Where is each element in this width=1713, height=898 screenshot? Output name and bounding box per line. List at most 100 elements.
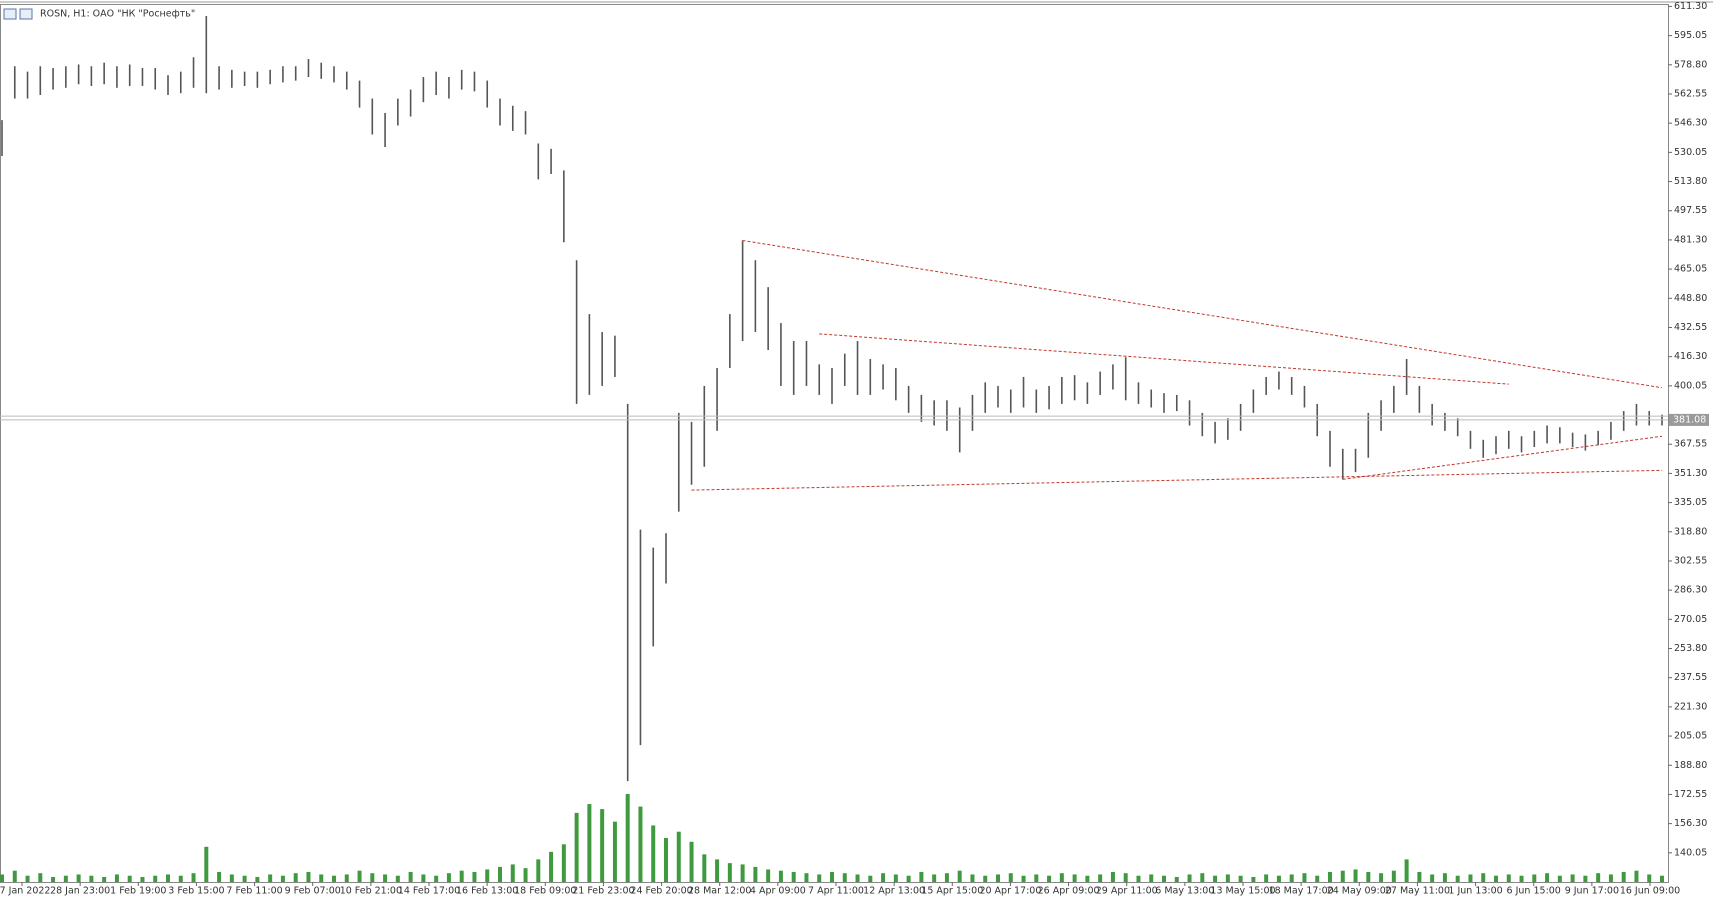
- volume-bar: [25, 875, 30, 882]
- volume-bar: [715, 859, 720, 882]
- x-tick-label: 1 Feb 19:00: [110, 886, 166, 897]
- x-tick-label: 1 Jun 13:00: [1448, 886, 1502, 897]
- volume-bar: [472, 871, 477, 882]
- y-tick-label: 237.55: [1674, 672, 1707, 683]
- y-tick-label: 432.55: [1674, 322, 1707, 333]
- volume-bar: [242, 875, 247, 882]
- volume-bar: [1289, 874, 1294, 882]
- volume-bar: [600, 809, 605, 882]
- volume-bar: [204, 846, 209, 882]
- volume-bar: [1213, 875, 1218, 882]
- y-tick-label: 188.80: [1674, 760, 1707, 771]
- volume-bar: [625, 794, 630, 882]
- y-tick-label: 302.55: [1674, 555, 1707, 566]
- volume-bar: [1647, 874, 1652, 882]
- chart-title: ROSN, H1: ОАО "НК "Роснефть": [40, 9, 195, 20]
- volume-bar: [868, 875, 873, 882]
- volume-bar: [1404, 859, 1409, 882]
- y-tick-label: 140.05: [1674, 847, 1707, 858]
- volume-bar: [485, 869, 490, 882]
- bid-label: 381.08: [1673, 414, 1706, 425]
- x-tick-label: 29 Apr 11:00: [1096, 886, 1158, 897]
- volume-bar: [306, 871, 311, 882]
- y-tick-label: 546.30: [1674, 118, 1707, 129]
- y-tick-label: 205.05: [1674, 731, 1707, 742]
- volume-bar: [1123, 873, 1128, 882]
- volume-bar: [344, 874, 349, 882]
- volume-bar: [421, 874, 426, 882]
- volume-bar: [38, 873, 43, 882]
- volume-bar: [293, 873, 298, 882]
- x-tick-label: 12 Apr 13:00: [863, 886, 925, 897]
- volume-bar: [1200, 873, 1205, 882]
- volume-bar: [1596, 873, 1601, 882]
- volume-bar: [1251, 876, 1256, 882]
- volume-bar: [370, 873, 375, 882]
- volume-bar: [1634, 870, 1639, 882]
- y-tick-label: 318.80: [1674, 526, 1707, 537]
- y-tick-label: 497.55: [1674, 205, 1707, 216]
- volume-bar: [702, 854, 707, 882]
- volume-bar: [996, 874, 1000, 882]
- volume-bar: [651, 825, 656, 882]
- volume-bar: [804, 873, 809, 882]
- volume-bar: [178, 875, 183, 882]
- x-tick-label: 21 Feb 23:00: [572, 886, 634, 897]
- volume-bar: [523, 868, 528, 882]
- x-tick-label: 6 May 13:00: [1155, 886, 1214, 897]
- volume-bar: [1608, 874, 1613, 882]
- volume-bar: [970, 874, 975, 882]
- volume-bar: [140, 876, 145, 882]
- y-tick-label: 270.05: [1674, 614, 1707, 625]
- x-tick-label: 13 May 15:00: [1210, 886, 1275, 897]
- x-tick-label: 9 Feb 07:00: [285, 886, 341, 897]
- y-tick-label: 156.30: [1674, 818, 1707, 829]
- y-tick-label: 513.80: [1674, 176, 1707, 187]
- volume-bar: [549, 851, 554, 882]
- volume-bar: [1098, 874, 1103, 882]
- y-tick-label: 335.05: [1674, 497, 1707, 508]
- y-tick-label: 530.05: [1674, 147, 1707, 158]
- volume-bar: [855, 874, 860, 882]
- x-tick-label: 16 Feb 13:00: [456, 886, 518, 897]
- volume-bar: [89, 875, 94, 882]
- x-tick-label: 4 Apr 09:00: [750, 886, 806, 897]
- volume-bar: [268, 874, 273, 882]
- volume-bar: [1225, 874, 1230, 882]
- volume-bar: [983, 875, 988, 882]
- volume-bar: [1660, 875, 1664, 882]
- y-tick-label: 611.30: [1674, 1, 1707, 12]
- volume-bar: [561, 844, 566, 882]
- volume-bar: [510, 864, 515, 882]
- volume-bar: [1174, 876, 1179, 882]
- y-tick-label: 481.30: [1674, 234, 1707, 245]
- x-tick-label: 18 May 17:00: [1269, 886, 1334, 897]
- volume-bar: [1557, 875, 1562, 882]
- volume-bar: [676, 831, 681, 882]
- y-tick-label: 367.55: [1674, 439, 1707, 450]
- volume-bar: [612, 821, 617, 882]
- volume-bar: [1430, 874, 1435, 882]
- x-tick-label: 20 Apr 17:00: [979, 886, 1041, 897]
- volume-bar: [1545, 873, 1550, 882]
- volume-bar: [817, 874, 822, 882]
- volume-bar: [1264, 874, 1269, 882]
- y-tick-label: 286.30: [1674, 585, 1707, 596]
- trendline: [691, 469, 1663, 491]
- y-tick-label: 416.30: [1674, 351, 1707, 362]
- x-tick-label: 26 Apr 09:00: [1038, 886, 1100, 897]
- volume-bar: [1468, 874, 1473, 882]
- volume-bar: [740, 864, 745, 882]
- x-tick-label: 18 Feb 09:00: [514, 886, 576, 897]
- volume-bar: [127, 875, 132, 882]
- y-tick-label: 221.30: [1674, 701, 1707, 712]
- y-tick-label: 578.80: [1674, 59, 1707, 70]
- x-tick-label: 28 Mar 12:00: [688, 886, 751, 897]
- volume-bar: [1494, 875, 1498, 882]
- volume-bar: [332, 875, 336, 882]
- volume-bar: [1149, 874, 1154, 882]
- y-tick-label: 465.05: [1674, 264, 1707, 275]
- volume-bar: [587, 804, 592, 882]
- volume-bar: [1583, 875, 1588, 882]
- volume-bar: [1085, 875, 1090, 882]
